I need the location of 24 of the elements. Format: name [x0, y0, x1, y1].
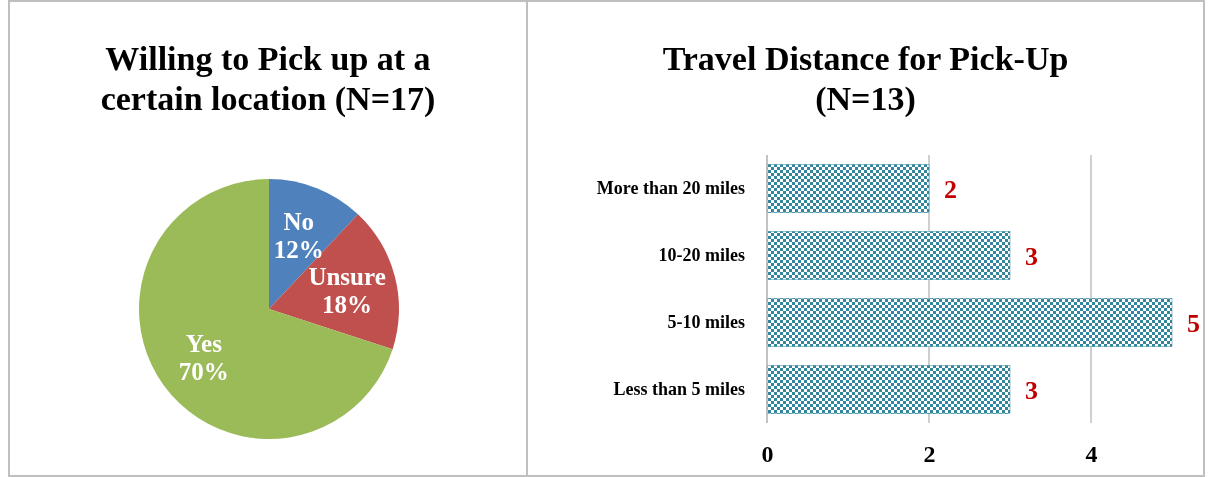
x-tick-label: 4 — [1085, 441, 1098, 468]
chart-title: Willing to Pick up at a certain location (N=17) — [100, 40, 436, 118]
y-tick-label: 5-10 miles — [667, 312, 745, 333]
bar — [766, 164, 930, 213]
x-tick-label: 2 — [923, 441, 936, 468]
bar — [766, 298, 1173, 347]
data-label: 18% — [322, 290, 373, 318]
bar — [766, 365, 1011, 414]
slice-label: Unsure — [308, 262, 386, 290]
data-label: 3 — [1025, 375, 1038, 405]
pie-slice — [139, 179, 393, 439]
data-label: 12% — [273, 236, 324, 264]
y-tick-label: Less than 5 miles — [613, 379, 745, 400]
chart-title: Travel Distance for Pick-Up (N=13) — [662, 40, 1069, 118]
x-tick-label: 0 — [761, 441, 774, 468]
bar — [766, 231, 1011, 280]
slice-label: No — [283, 208, 314, 236]
data-label: 3 — [1025, 241, 1038, 271]
data-label: 2 — [944, 174, 957, 204]
data-label: 70% — [178, 358, 229, 386]
y-tick-label: 10-20 miles — [658, 245, 745, 266]
slice-label: Yes — [185, 330, 223, 358]
y-tick-label: More than 20 miles — [596, 178, 745, 199]
data-label: 5 — [1187, 308, 1200, 338]
